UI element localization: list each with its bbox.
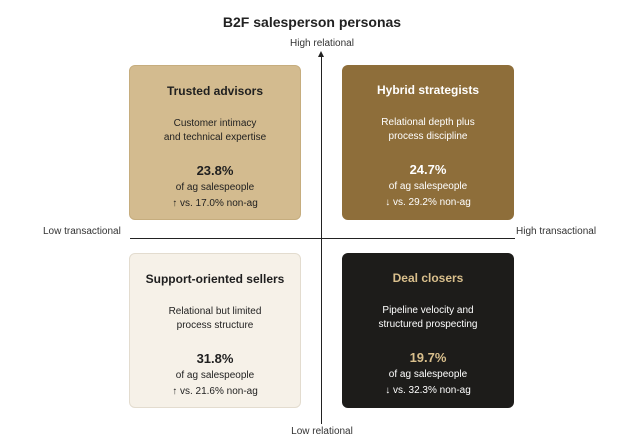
persona-percentage: 31.8% xyxy=(196,351,234,366)
axis-label-low-transactional: Low transactional xyxy=(43,226,121,237)
quadrant-deal-closers: Deal closers Pipeline velocity and struc… xyxy=(342,253,514,408)
persona-percentage-caption: of ag salespeople xyxy=(175,182,255,193)
persona-percentage: 19.7% xyxy=(409,350,447,365)
persona-description-line: Customer intimacy xyxy=(173,118,257,129)
persona-name: Deal closers xyxy=(392,271,464,285)
persona-percentage: 24.7% xyxy=(409,162,447,177)
persona-description: Relational but limited process structure xyxy=(130,305,300,333)
axis-label-high-transactional: High transactional xyxy=(516,226,597,237)
quadrant-support-oriented-sellers: Support-oriented sellers Relational but … xyxy=(129,253,301,408)
persona-description-line: Relational depth plus xyxy=(381,117,475,128)
persona-comparison: ↓ vs. 29.2% non-ag xyxy=(385,197,471,208)
persona-description: Customer intimacy and technical expertis… xyxy=(130,117,300,145)
diagram-title: B2F salesperson personas xyxy=(222,14,402,30)
persona-name: Trusted advisors xyxy=(166,84,264,98)
persona-comparison: ↓ vs. 32.3% non-ag xyxy=(385,385,471,396)
persona-percentage-caption: of ag salespeople xyxy=(388,181,468,192)
persona-description-line: structured prospecting xyxy=(378,319,478,330)
axis-label-high-relational: High relational xyxy=(290,38,354,49)
persona-description-line: and technical expertise xyxy=(163,132,267,143)
vertical-axis-line xyxy=(321,56,322,424)
persona-description: Pipeline velocity and structured prospec… xyxy=(342,304,514,332)
persona-name: Hybrid strategists xyxy=(376,83,480,97)
persona-description-line: process structure xyxy=(176,320,254,331)
persona-description-line: Relational but limited xyxy=(168,306,262,317)
persona-percentage-caption: of ag salespeople xyxy=(388,369,468,380)
quadrant-hybrid-strategists: Hybrid strategists Relational depth plus… xyxy=(342,65,514,220)
horizontal-axis-line xyxy=(130,238,515,239)
axis-label-low-relational: Low relational xyxy=(291,426,353,437)
persona-comparison: ↑ vs. 21.6% non-ag xyxy=(172,386,258,397)
persona-percentage: 23.8% xyxy=(196,163,234,178)
quadrant-trusted-advisors: Trusted advisors Customer intimacy and t… xyxy=(129,65,301,220)
persona-name: Support-oriented sellers xyxy=(145,272,285,286)
vertical-axis-arrow xyxy=(318,51,324,57)
persona-description-line: Pipeline velocity and xyxy=(382,305,474,316)
persona-comparison: ↑ vs. 17.0% non-ag xyxy=(172,198,258,209)
persona-percentage-caption: of ag salespeople xyxy=(175,370,255,381)
persona-description: Relational depth plus process discipline xyxy=(342,116,514,144)
persona-description-line: process discipline xyxy=(388,131,468,142)
